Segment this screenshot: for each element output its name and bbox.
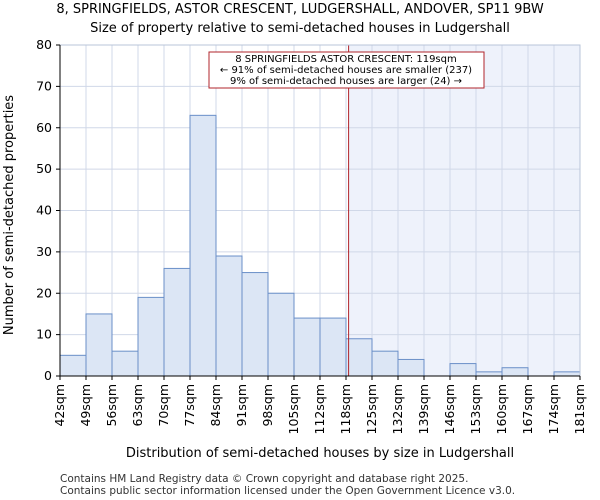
x-tick-label: 139sqm [416, 384, 431, 434]
bar-174sqm [553, 371, 581, 377]
x-tick-label: 132sqm [390, 384, 405, 434]
y-tick-label: 0 [44, 368, 52, 383]
bar-125sqm [371, 350, 399, 377]
x-tick-label: 70sqm [156, 384, 171, 427]
chart-title-line1: 8, SPRINGFIELDS, ASTOR CRESCENT, LUDGERS… [56, 2, 544, 17]
bar-77sqm [189, 114, 217, 377]
x-tick-label: 63sqm [130, 384, 145, 427]
chart-title-line2: Size of property relative to semi-detach… [90, 21, 510, 36]
footer-line1: Contains HM Land Registry data © Crown c… [60, 473, 468, 485]
x-tick-label: 160sqm [494, 384, 509, 434]
y-axis-label: Number of semi-detached properties [2, 95, 17, 335]
x-tick-label: 98sqm [260, 384, 275, 427]
x-tick-label: 77sqm [182, 384, 197, 427]
x-tick-label: 118sqm [338, 384, 353, 434]
x-tick-label: 167sqm [520, 384, 535, 434]
x-tick-label: 42sqm [52, 384, 67, 427]
x-tick-label: 112sqm [312, 384, 327, 434]
y-tick-label: 30 [36, 244, 52, 259]
x-tick-label: 91sqm [234, 384, 249, 427]
bar-132sqm [397, 358, 425, 377]
annotation-line3: 9% of semi-detached houses are larger (2… [230, 76, 462, 87]
x-tick-label: 56sqm [104, 384, 119, 427]
y-tick-label: 80 [36, 37, 52, 52]
annotation-line2: ← 91% of semi-detached houses are smalle… [220, 65, 472, 76]
y-tick-label: 20 [36, 285, 52, 300]
bar-146sqm [449, 363, 477, 377]
bar-118sqm [345, 338, 373, 377]
annotation-line1: 8 SPRINGFIELDS ASTOR CRESCENT: 119sqm [235, 54, 456, 65]
bar-63sqm [137, 296, 165, 377]
x-tick-label: 105sqm [286, 384, 301, 434]
x-tick-label: 49sqm [78, 384, 93, 427]
x-tick-label: 181sqm [572, 384, 587, 434]
y-tick-label: 10 [36, 327, 52, 342]
y-axis-ticks: 0 10 20 30 40 50 60 70 80 [36, 37, 60, 383]
bar-112sqm [319, 317, 347, 377]
y-tick-label: 40 [36, 203, 52, 218]
x-tick-label: 84sqm [208, 384, 223, 427]
y-tick-label: 70 [36, 78, 52, 93]
bar-42sqm [59, 354, 87, 377]
bar-49sqm [85, 313, 113, 377]
bar-84sqm [215, 255, 243, 377]
bar-98sqm [267, 292, 295, 377]
x-tick-label: 125sqm [364, 384, 379, 434]
bar-160sqm [501, 367, 529, 377]
bar-70sqm [163, 267, 191, 377]
footer-line2: Contains public sector information licen… [60, 485, 515, 497]
x-axis-label: Distribution of semi-detached houses by … [126, 446, 514, 461]
x-tick-label: 174sqm [546, 384, 561, 434]
x-tick-label: 146sqm [442, 384, 457, 434]
bar-91sqm [241, 272, 269, 377]
bar-56sqm [111, 350, 139, 377]
annotation-box: 8 SPRINGFIELDS ASTOR CRESCENT: 119sqm ← … [208, 51, 485, 89]
y-tick-label: 50 [36, 161, 52, 176]
y-tick-label: 60 [36, 120, 52, 135]
x-tick-label: 153sqm [468, 384, 483, 434]
bar-series [59, 114, 581, 377]
bar-153sqm [475, 371, 503, 377]
annotation-frame [208, 51, 485, 89]
bar-105sqm [293, 317, 321, 377]
x-axis-ticks: 42sqm 49sqm 56sqm 63sqm 70sqm 77sqm 84sqm 91sqm… [52, 376, 587, 434]
